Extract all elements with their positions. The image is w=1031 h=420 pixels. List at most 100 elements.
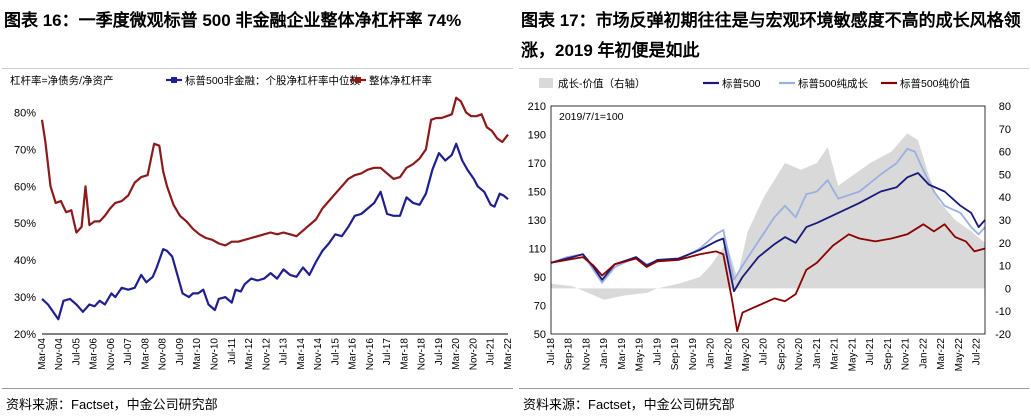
left-legend: 杠杆率=净债务/净资产 标普500非金融：个股净杠杆率中位数 整体净杠杆率 <box>10 74 432 87</box>
right-ytick-label-left: 210 <box>528 101 546 113</box>
left-xtick-label: Jul-07 <box>123 338 134 366</box>
right-ytick-label-right: 20 <box>999 238 1011 250</box>
left-source-note: 资料来源：Factset，中金公司研究部 <box>6 397 218 412</box>
right-xtick-label: May-22 <box>954 338 965 372</box>
left-xtick-label: Nov-12 <box>261 338 272 371</box>
right-xtick-label: Jul-21 <box>865 338 876 366</box>
left-xtick-label: Mar-18 <box>399 338 410 370</box>
right-ytick-label-right: 30 <box>999 215 1011 227</box>
left-bottom-divider <box>2 388 513 389</box>
right-xtick-label: Jan-21 <box>812 338 823 369</box>
right-ytick-label-left: 70 <box>534 301 546 313</box>
legend-swatch <box>539 78 553 88</box>
left-ytick-label: 20% <box>14 329 36 341</box>
right-ytick-label-right: 40 <box>999 192 1011 204</box>
left-xtick-label: Nov-16 <box>365 338 376 371</box>
left-series-group <box>40 96 509 321</box>
right-xtick-label: Jan-22 <box>918 338 929 369</box>
left-xtick-label: Nov-20 <box>468 338 479 371</box>
left-xtick-label: Nov-08 <box>158 338 169 371</box>
right-plot-frame <box>550 105 986 335</box>
right-xtick-label: Jan-20 <box>706 338 717 369</box>
right-source-note: 资料来源：Factset，中金公司研究部 <box>523 397 735 412</box>
right-ytick-label-left: 50 <box>534 329 546 341</box>
right-top-divider <box>519 68 1029 69</box>
left-chart-panel: 图表 16：一季度微观标普 500 非金融企业整体净杠杆率 74% 20% 30%… <box>0 0 515 420</box>
right-ytick-label-left: 90 <box>534 272 546 284</box>
right-ytick-label-right: 50 <box>999 169 1011 181</box>
right-xtick-label: Nov-19 <box>688 338 699 371</box>
right-ytick-label-left: 130 <box>528 215 546 227</box>
legend-swatch-marker <box>171 77 177 83</box>
right-xtick-label: Mar-22 <box>936 338 947 370</box>
left-xtick-label: Nov-10 <box>210 338 221 371</box>
left-xtick-label: Jul-11 <box>227 338 238 365</box>
right-xtick-label: Jul-20 <box>759 338 770 366</box>
left-xtick-label: Jul-21 <box>486 338 497 366</box>
legend-label: 标普500非金融：个股净杠杆率中位数 <box>185 74 361 87</box>
right-ytick-label-right: 0 <box>1005 283 1011 295</box>
left-xtick-label: Mar-10 <box>192 338 203 370</box>
left-ytick-label: 70% <box>14 144 36 156</box>
left-xtick-label: Nov-06 <box>106 338 117 371</box>
right-xtick-label: Jul-19 <box>652 338 663 366</box>
left-xtick-label: Mar-04 <box>37 338 48 370</box>
left-xtick-label: Mar-20 <box>451 338 462 370</box>
right-ytick-label-right: -20 <box>995 329 1011 341</box>
right-ytick-label-right: 60 <box>999 147 1011 159</box>
left-axes: 20% 30% 40% 50% 60% 70% 80% Mar-04 Nov-04 Jul-05 M… <box>14 107 514 370</box>
left-ytick-label: 30% <box>14 292 36 304</box>
right-xtick-label: Nov-18 <box>582 338 593 371</box>
left-xtick-label: Jul-15 <box>330 338 341 366</box>
right-chart-svg: 50 70 90 110 130 150 170 190 210 -20 -10 0 10 20 30 40 5… <box>528 77 1011 371</box>
right-xtick-label: Sep-18 <box>564 338 575 371</box>
right-xtick-label: Mar-20 <box>723 338 734 370</box>
left-ylabel: 杠杆率=净债务/净资产 <box>10 74 114 87</box>
legend-swatch-marker <box>355 77 361 83</box>
right-xtick-label: Jul-22 <box>972 338 983 366</box>
left-chart-svg: 20% 30% 40% 50% 60% 70% 80% Mar-04 Nov-04 Jul-05 M… <box>10 74 514 370</box>
left-xtick-label: Jul-05 <box>71 338 82 366</box>
right-series-group <box>550 133 986 332</box>
legend-label: 标普500纯成长 <box>798 77 869 90</box>
right-chart-panel: 图表 17：市场反弹初期往往是与宏观环境敏感度不高的成长风格领涨，2019 年初… <box>517 0 1031 420</box>
left-xtick-label: Jul-09 <box>175 338 186 366</box>
legend-label: 标普500纯价值 <box>900 77 971 90</box>
left-xtick-label: Mar-12 <box>244 338 255 370</box>
right-xtick-label: May-21 <box>847 338 858 372</box>
right-xtick-label: Sep-21 <box>883 338 894 371</box>
left-top-divider <box>2 68 513 69</box>
right-xtick-label: Sep-20 <box>777 338 788 371</box>
right-line-sp500-pure-value <box>550 223 986 332</box>
right-ytick-label-left: 170 <box>528 158 546 170</box>
left-ytick-label: 40% <box>14 255 36 267</box>
legend-label: 成长-价值（右轴） <box>558 77 646 90</box>
left-xtick-label: Jul-17 <box>382 338 393 366</box>
right-xtick-label: Mar-21 <box>830 338 841 370</box>
right-xtick-label: May-20 <box>741 338 752 372</box>
left-xtick-label: Mar-14 <box>296 338 307 370</box>
left-xtick-label: Jul-13 <box>279 338 290 366</box>
right-area-growth-minus-value <box>551 133 985 300</box>
legend-label: 标普500 <box>722 77 761 90</box>
right-xtick-label: Nov-21 <box>901 338 912 371</box>
right-ytick-label-right: 80 <box>999 101 1011 113</box>
left-xtick-label: Jul-19 <box>434 338 445 366</box>
legend-label: 整体净杠杆率 <box>369 74 432 87</box>
right-legend: 成长-价值（右轴） 标普500 标普500纯成长 标普500纯价值 <box>539 77 971 90</box>
left-xtick-label: Mar-06 <box>89 338 100 370</box>
right-xtick-label: Jan-19 <box>599 338 610 369</box>
right-ytick-label-left: 190 <box>528 130 546 142</box>
right-axes: 50 70 90 110 130 150 170 190 210 -20 -10 0 10 20 30 40 5… <box>528 101 1011 371</box>
left-chart-title: 图表 16：一季度微观标普 500 非金融企业整体净杠杆率 74% <box>4 11 462 30</box>
right-ytick-label-right: 10 <box>999 261 1011 273</box>
left-xtick-label: Mar-16 <box>348 338 359 370</box>
left-xtick-label: Nov-18 <box>417 338 428 371</box>
left-xtick-label: Nov-04 <box>54 338 65 371</box>
right-ytick-label-right: -10 <box>995 306 1011 318</box>
left-xtick-label: Nov-14 <box>313 338 324 371</box>
left-ytick-label: 80% <box>14 107 36 119</box>
right-xtick-label: May-19 <box>635 338 646 372</box>
right-ytick-label-right: 70 <box>999 124 1011 136</box>
right-bottom-divider <box>519 388 1029 389</box>
